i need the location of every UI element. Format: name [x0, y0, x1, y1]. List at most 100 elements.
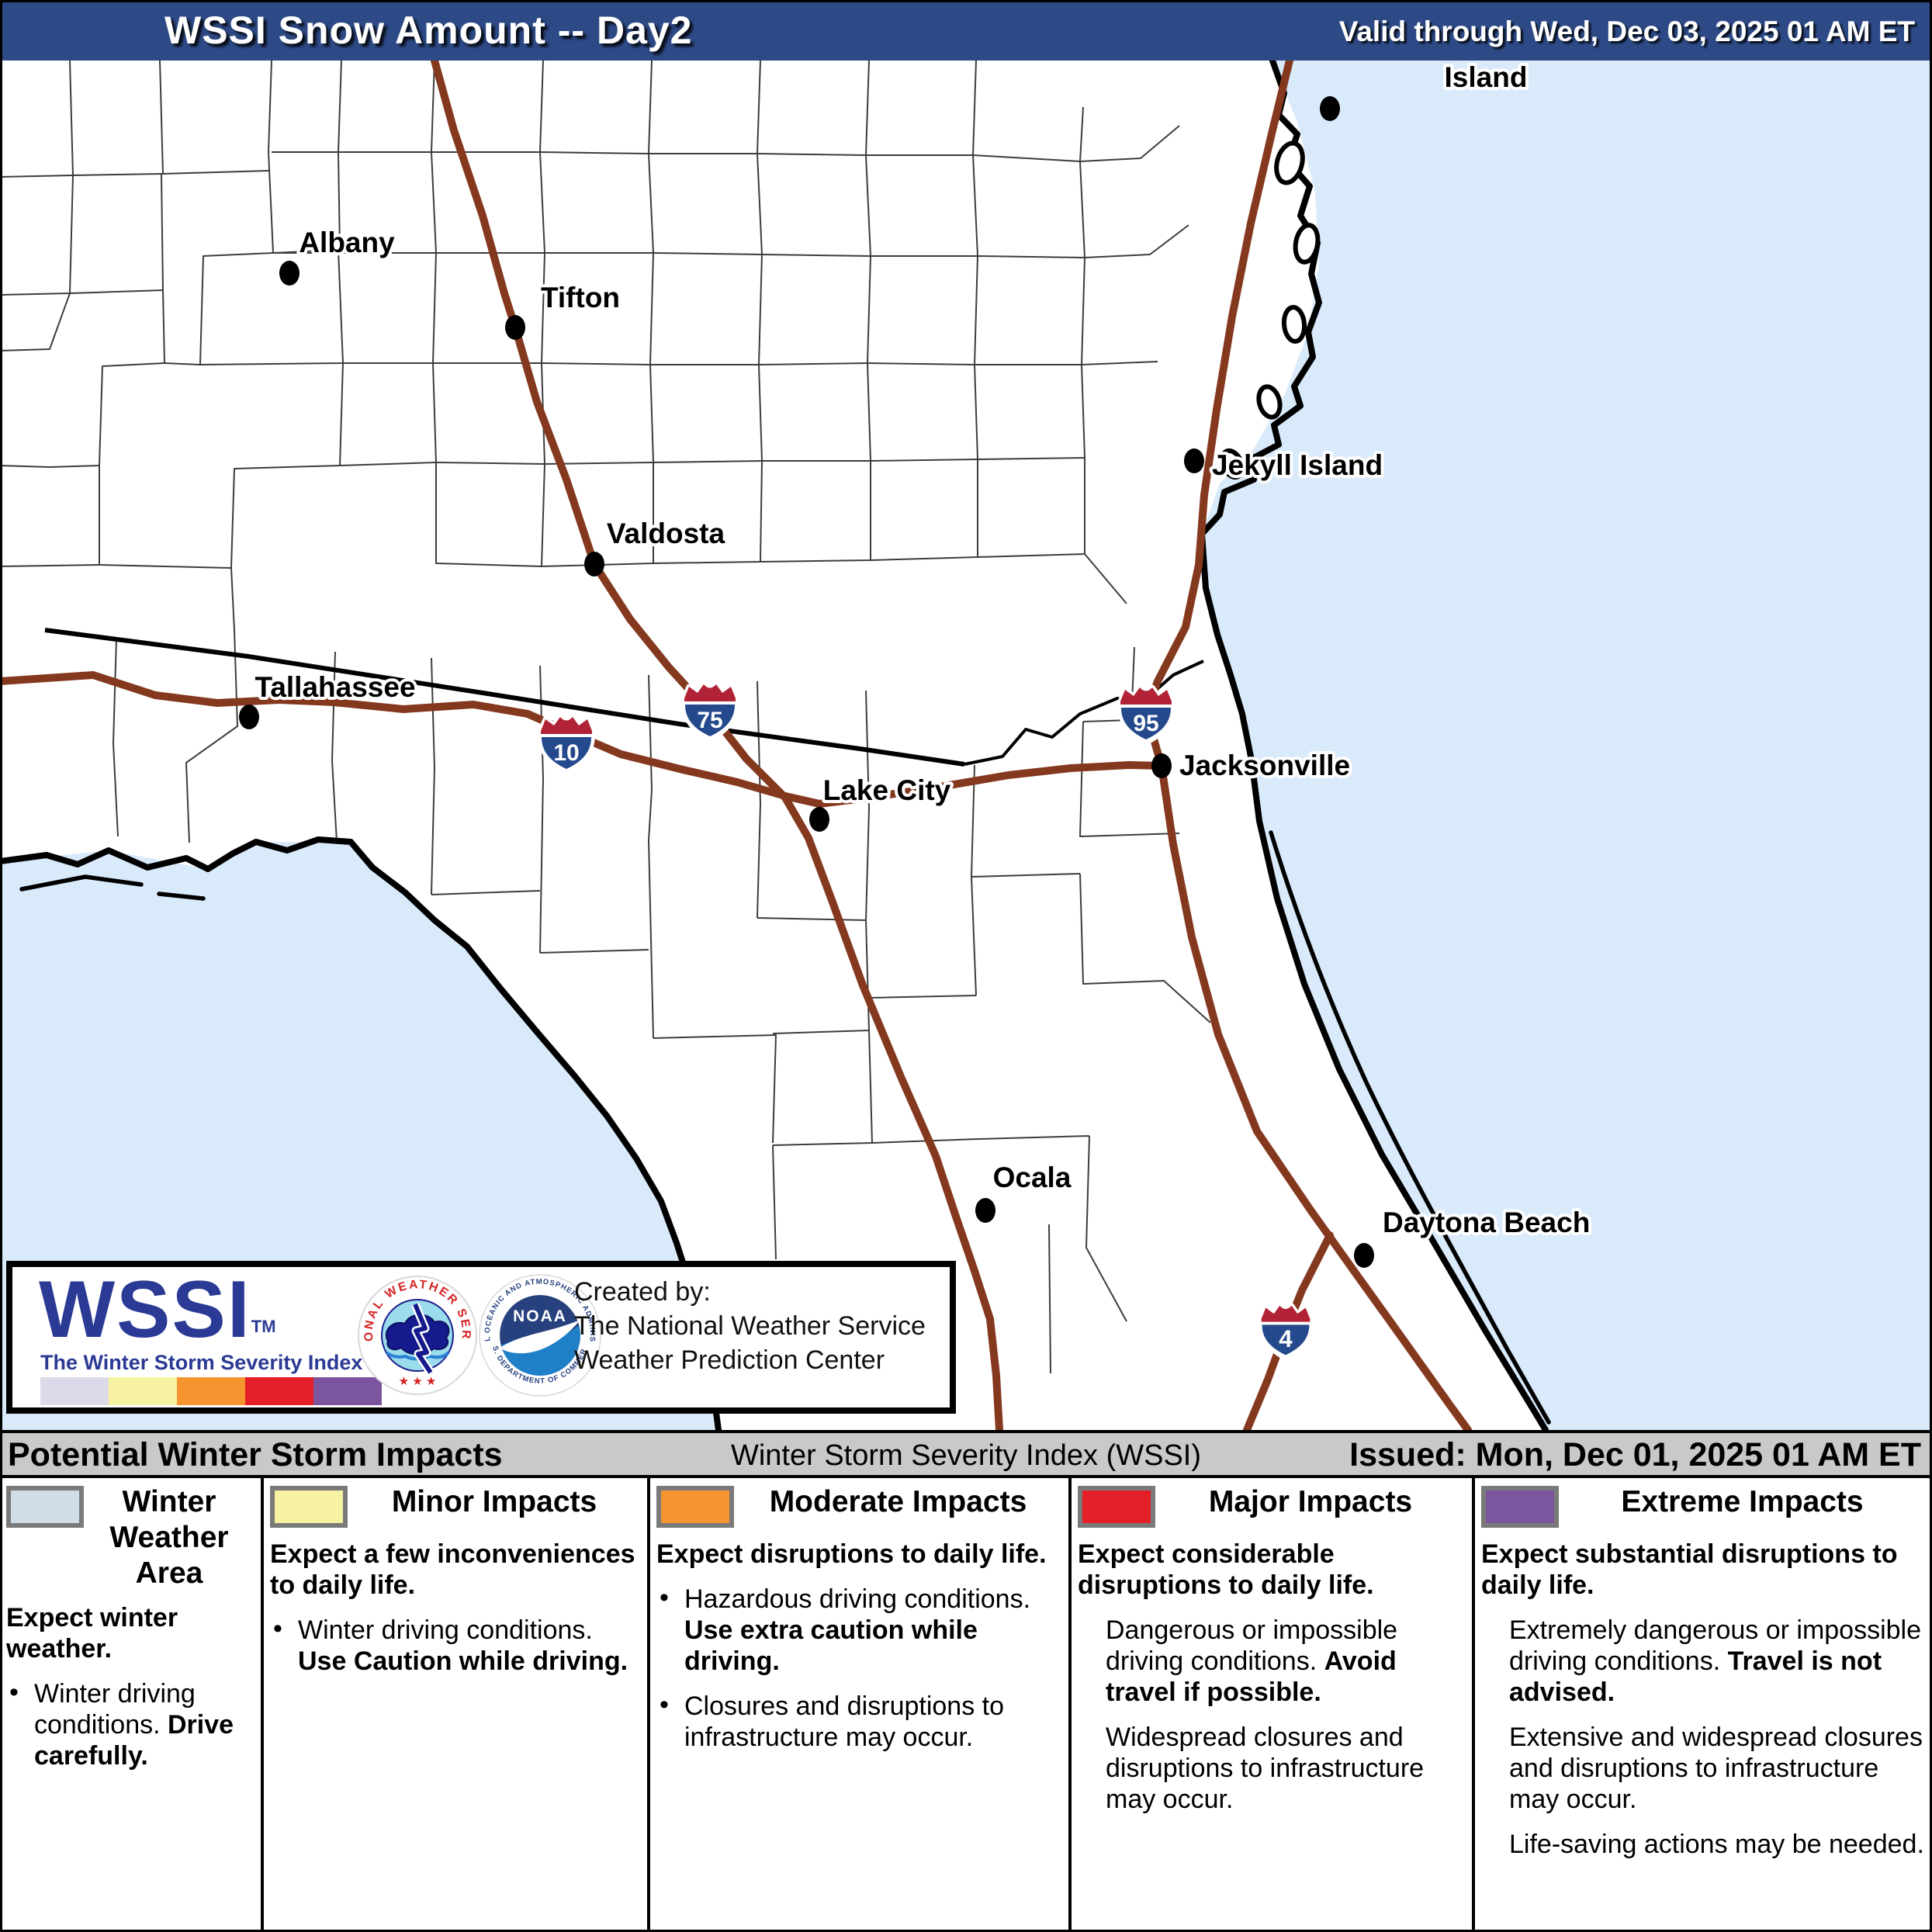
- bullet-icon: •: [660, 1583, 669, 1612]
- city-label-tallahassee: Tallahassee: [254, 671, 415, 703]
- city-label-daytona-beach: Daytona Beach: [1383, 1207, 1590, 1238]
- legend-item-winter-weather-area-0: • Winter driving conditions. Drive carefu…: [9, 1678, 234, 1771]
- bullet-icon: •: [273, 1614, 282, 1643]
- gulf-coastline: [0, 836, 722, 1433]
- created-by-line-0: Created by:: [574, 1277, 711, 1307]
- legend-title-moderate-impacts: Moderate Impacts: [769, 1485, 1027, 1518]
- legend-item-extreme-impacts-2: Life-saving actions may be needed.: [1509, 1830, 1924, 1859]
- map-area: 10 75 95 4 Albany Tifton Valdosta Tallahassee L…: [0, 57, 1932, 1434]
- wssi-strip-color-4: [313, 1377, 382, 1405]
- atlantic-ocean: [1202, 61, 1932, 1430]
- valid-through-text: Valid through Wed, Dec 03, 2025 01 AM ET: [1338, 16, 1915, 47]
- wssi-color-strip: [40, 1377, 382, 1405]
- sea-islands: [1219, 140, 1321, 480]
- legend-title-extreme-impacts: Extreme Impacts: [1621, 1485, 1864, 1518]
- bar-left-text: Potential Winter Storm Impacts: [8, 1436, 503, 1473]
- legend-column-moderate-impacts: Moderate Impacts Expect disruptions to da…: [647, 1478, 1068, 1932]
- city-label-jekyll-island: Jekyll Island: [1212, 449, 1383, 481]
- legend-intro-winter-weather-area: Expect winter weather.: [6, 1603, 178, 1664]
- trademark: TM: [251, 1317, 276, 1336]
- bullet-icon: •: [660, 1690, 669, 1719]
- map-svg: 10 75 95 4 Albany Tifton Valdosta Tallahassee L…: [0, 57, 1932, 1434]
- state-border: [44, 628, 965, 767]
- city-label-lake-city: Lake City: [823, 774, 951, 806]
- legend-item-moderate-impacts-1: • Closures and disruptions to infrastruct…: [660, 1690, 1005, 1752]
- city-label-jacksonville: Jacksonville: [1179, 750, 1350, 781]
- legend-title-major-impacts: Major Impacts: [1208, 1485, 1413, 1518]
- city-label-valdosta: Valdosta: [607, 518, 725, 549]
- noaa-logo: NATIONAL OCEANIC AND ATMOSPHERIC ADMINIS…: [479, 1274, 601, 1397]
- city-dot-albany: [279, 261, 299, 286]
- wssi-strip-color-2: [177, 1377, 245, 1405]
- legend-swatch-extreme-impacts: [1481, 1486, 1559, 1528]
- legend-swatch-moderate-impacts: [656, 1486, 734, 1528]
- interstate-75-shield: 75: [681, 681, 739, 743]
- legend-swatch-major-impacts: [1078, 1486, 1155, 1528]
- road-i10: [0, 671, 1165, 808]
- city-label-island: Island: [1445, 61, 1528, 93]
- gulf-barrier-islands: [19, 874, 206, 901]
- wssi-logo-box: WSSITM The Winter Storm Severity Index N…: [6, 1261, 956, 1414]
- created-by-line-1: The National Weather Service: [574, 1311, 926, 1341]
- city-dot-daytona-beach: [1354, 1243, 1374, 1268]
- bar-issued-text: Issued: Mon, Dec 01, 2025 01 AM ET: [1349, 1436, 1921, 1473]
- barrier-island-line: [1269, 830, 1551, 1425]
- bullet-icon: •: [9, 1678, 19, 1707]
- title-bar: WSSI Snow Amount -- Day2 Valid through W…: [0, 0, 1932, 61]
- city-dot-tifton: [505, 315, 525, 340]
- city-dot-jacksonville: [1151, 753, 1172, 778]
- created-by-line-2: Weather Prediction Center: [574, 1345, 885, 1375]
- legend-item-moderate-impacts-0: • Hazardous driving conditions. Use extra…: [660, 1583, 1031, 1676]
- interstate-95-shield: 95: [1117, 684, 1175, 746]
- legend-column-minor-impacts: Minor Impacts Expect a few inconveniences…: [261, 1478, 647, 1932]
- interstate-10-shield: 10: [538, 714, 595, 775]
- city-label-ocala: Ocala: [993, 1162, 1072, 1193]
- wssi-logo-text: WSSITM: [39, 1265, 276, 1355]
- nws-logo: NATIONAL WEATHER SERVICE ★ ★ ★: [358, 1276, 477, 1395]
- interstate-shields: 10 75 95 4: [538, 681, 1313, 1361]
- bar-center-text: Winter Storm Severity Index (WSSI): [730, 1439, 1201, 1472]
- svg-text:75: 75: [697, 708, 722, 733]
- legend-intro-moderate-impacts: Expect disruptions to daily life.: [656, 1539, 1047, 1569]
- wssi-strip-color-0: [40, 1377, 109, 1405]
- legend-title-winter-weather-area: Winter Weather Area: [109, 1485, 229, 1590]
- city-dot-tallahassee: [239, 705, 259, 729]
- legend-intro-minor-impacts: Expect a few inconveniences to daily lif…: [270, 1539, 635, 1600]
- legend-item-major-impacts-1: Widespread closures and disruptions to i…: [1106, 1723, 1425, 1814]
- svg-text:10: 10: [553, 740, 579, 766]
- wssi-strip-color-3: [245, 1377, 313, 1405]
- legend-item-extreme-impacts-0: Extremely dangerous or impossible drivin…: [1509, 1615, 1922, 1707]
- wssi-tagline: The Winter Storm Severity Index: [40, 1351, 363, 1374]
- city-dot-island: [1320, 96, 1340, 121]
- interstate-4-shield: 4: [1259, 1303, 1313, 1361]
- legend-title-minor-impacts: Minor Impacts: [391, 1485, 597, 1518]
- legend-intro-major-impacts: Expect considerable disruptions to daily…: [1078, 1539, 1374, 1600]
- page-title: WSSI Snow Amount -- Day2: [164, 9, 693, 52]
- svg-text:★ ★ ★: ★ ★ ★: [399, 1375, 437, 1388]
- state-border-river: [964, 660, 1204, 766]
- svg-text:95: 95: [1133, 711, 1158, 736]
- legend-intro-extreme-impacts: Expect substantial disruptions to daily …: [1481, 1539, 1898, 1600]
- legend-item-extreme-impacts-1: Extensive and widespread closures and di…: [1509, 1723, 1923, 1814]
- wssi-strip-color-1: [109, 1377, 177, 1405]
- created-by-text: Created by: The National Weather Service W…: [574, 1275, 926, 1377]
- svg-text:NOAA: NOAA: [513, 1307, 567, 1325]
- atlantic-coastline: [1199, 57, 1549, 1433]
- city-label-tifton: Tifton: [541, 282, 620, 313]
- legend-swatch-winter-weather-area: [6, 1486, 84, 1528]
- legend-column-extreme-impacts: Extreme Impacts Expect substantial disrup…: [1472, 1478, 1932, 1932]
- legend-item-minor-impacts-0: • Winter driving conditions. Use Caution …: [273, 1614, 628, 1676]
- legend-item-major-impacts-0: Dangerous or impossible driving conditio…: [1106, 1615, 1398, 1707]
- road-i95: [1142, 57, 1472, 1434]
- city-label-albany: Albany: [299, 227, 395, 258]
- svg-text:4: 4: [1279, 1325, 1293, 1352]
- city-dot-lake-city: [809, 807, 829, 832]
- city-dot-ocala: [975, 1198, 995, 1223]
- legend-column-major-impacts: Major Impacts Expect considerable disrupt…: [1068, 1478, 1472, 1932]
- city-dot-valdosta: [584, 552, 604, 576]
- city-dot-jekyll-island: [1184, 448, 1204, 473]
- impacts-bar: Winter Storm Severity Index (WSSI) Poten…: [0, 1430, 1932, 1478]
- impact-legend: Winter Weather Area Expect winter weather…: [0, 1478, 1932, 1932]
- legend-column-winter-weather-area: Winter Weather Area Expect winter weather…: [0, 1478, 261, 1932]
